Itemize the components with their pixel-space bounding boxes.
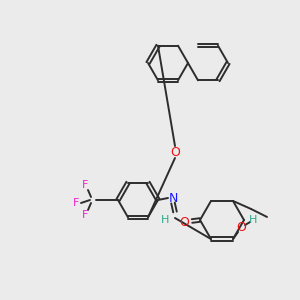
Text: H: H <box>249 215 257 225</box>
Text: F: F <box>82 180 88 190</box>
Text: O: O <box>170 146 180 158</box>
Text: F: F <box>73 198 79 208</box>
Text: F: F <box>82 210 88 220</box>
Text: H: H <box>161 215 169 225</box>
Text: N: N <box>168 191 178 205</box>
Text: O: O <box>236 220 246 234</box>
Text: O: O <box>179 217 189 230</box>
